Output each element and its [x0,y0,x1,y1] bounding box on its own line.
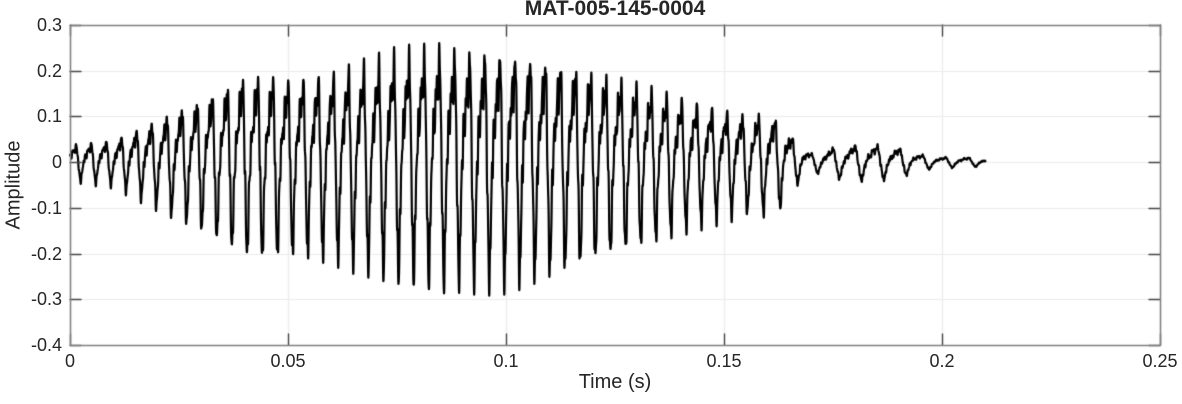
x-tick-label: 0.05 [270,351,306,371]
x-tick-label: 0.25 [1142,351,1178,371]
x-tick-label: 0 [64,351,76,371]
y-tick-label: -0.1 [30,197,62,218]
x-axis-label: Time (s) [578,371,652,393]
y-tick-label: -0.3 [30,289,62,310]
y-tick-label: 0.1 [36,106,62,127]
x-tick-label: 0.15 [706,351,742,371]
chart-title: MAT-005-145-0004 [524,0,706,20]
y-tick-label: -0.4 [30,335,62,355]
y-tick-label: 0.2 [36,60,62,81]
x-tick-label: 0.1 [493,351,519,371]
y-tick-label: 0 [51,152,62,173]
y-tick-label: 0.3 [36,15,62,35]
x-tick-label: 0.2 [929,351,955,371]
y-tick-label: -0.2 [30,243,62,264]
